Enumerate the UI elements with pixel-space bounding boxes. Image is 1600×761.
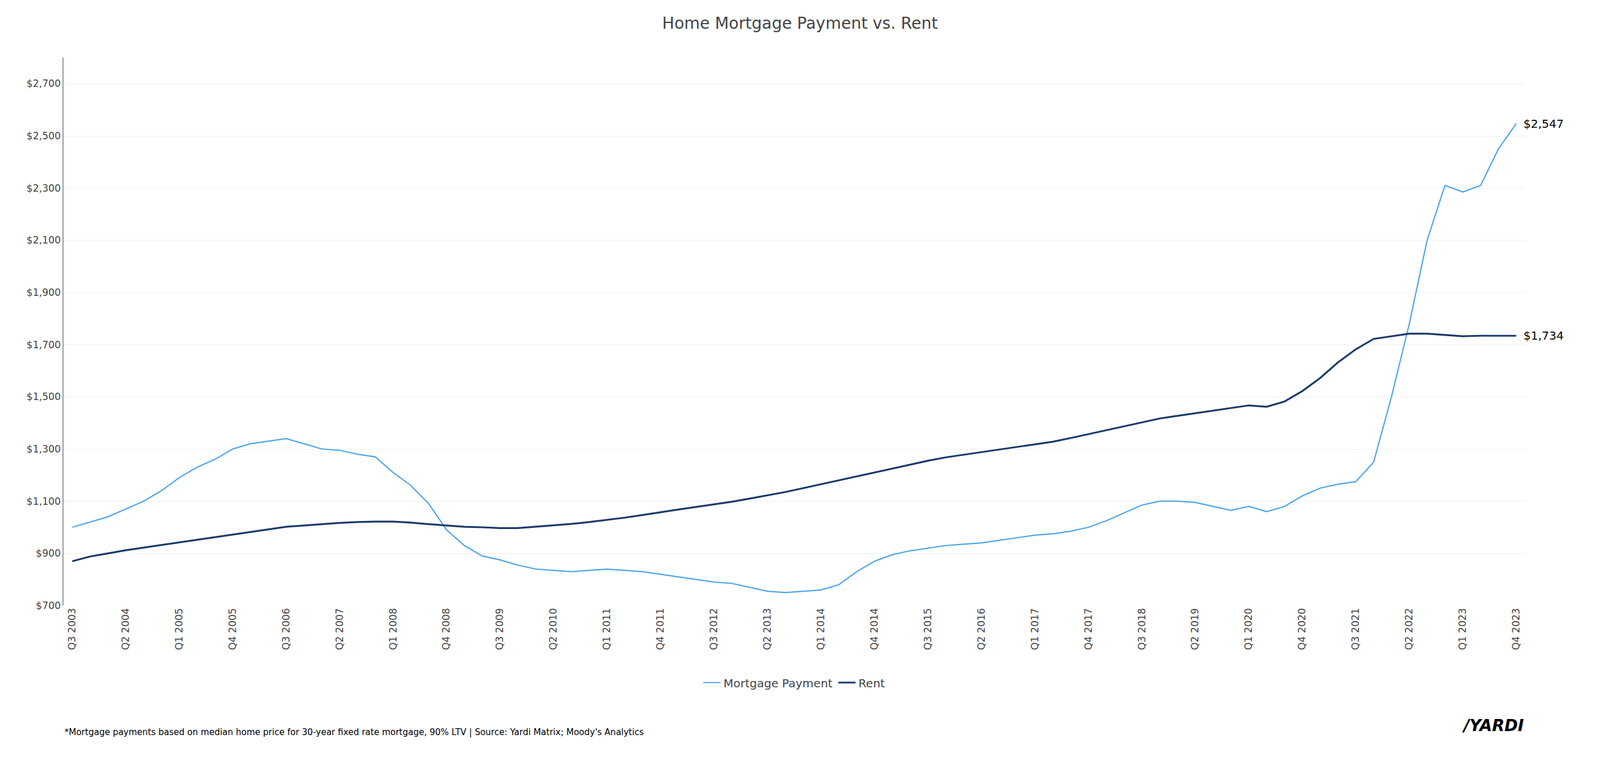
svg-text:Q3 2006: Q3 2006 [280,607,292,650]
svg-text:Q4 2005: Q4 2005 [226,607,239,650]
svg-text:$2,547: $2,547 [1523,116,1564,131]
svg-text:*Mortgage payments based on me: *Mortgage payments based on median home … [64,726,645,738]
svg-text:Q4 2023: Q4 2023 [1510,607,1522,650]
svg-text:Q4 2011: Q4 2011 [654,607,666,650]
svg-text:Q1 2005: Q1 2005 [173,607,185,650]
svg-text:Q4 2017: Q4 2017 [1082,607,1095,650]
svg-text:Q2 2019: Q2 2019 [1189,607,1201,650]
svg-text:Mortgage Payment: Mortgage Payment [723,676,833,691]
svg-text:$1,500: $1,500 [26,390,61,403]
svg-text:Home Mortgage Payment vs. Rent: Home Mortgage Payment vs. Rent [662,13,939,33]
svg-text:Q1 2014: Q1 2014 [814,607,827,650]
svg-text:Q1 2023: Q1 2023 [1456,607,1469,650]
svg-text:Q1 2017: Q1 2017 [1029,607,1041,650]
svg-text:$900: $900 [35,547,61,559]
svg-text:Q3 2021: Q3 2021 [1349,607,1362,650]
svg-text:$1,734: $1,734 [1523,328,1564,343]
svg-text:Q3 2018: Q3 2018 [1136,607,1148,650]
svg-text:$2,500: $2,500 [26,130,61,142]
svg-text:/YARDI: /YARDI [1461,715,1525,735]
svg-text:Q4 2008: Q4 2008 [440,607,453,650]
svg-text:Q1 2011: Q1 2011 [600,607,613,650]
svg-text:Q4 2014: Q4 2014 [868,607,880,650]
svg-text:$1,900: $1,900 [26,286,61,299]
svg-text:Q2 2016: Q2 2016 [975,607,988,650]
svg-text:$700: $700 [35,599,61,612]
svg-text:Q1 2020: Q1 2020 [1242,607,1255,650]
svg-text:$2,700: $2,700 [26,77,61,90]
svg-text:Q2 2022: Q2 2022 [1403,607,1415,650]
svg-text:$2,300: $2,300 [26,182,61,194]
svg-text:Q2 2010: Q2 2010 [547,607,559,650]
svg-text:Q3 2003: Q3 2003 [66,607,78,650]
svg-text:Q2 2004: Q2 2004 [119,607,132,650]
svg-text:Q4 2020: Q4 2020 [1296,607,1308,650]
svg-text:$2,100: $2,100 [26,234,61,246]
svg-text:$1,100: $1,100 [26,495,61,508]
svg-text:Rent: Rent [858,676,886,691]
svg-text:Q3 2015: Q3 2015 [922,607,934,650]
svg-text:Q3 2012: Q3 2012 [707,607,720,650]
svg-text:$1,700: $1,700 [26,338,61,351]
svg-text:$1,300: $1,300 [26,443,61,455]
svg-text:Q2 2007: Q2 2007 [333,607,346,650]
svg-text:Q3 2009: Q3 2009 [493,607,506,650]
svg-text:Q1 2008: Q1 2008 [387,607,399,650]
svg-text:Q2 2013: Q2 2013 [761,607,773,650]
